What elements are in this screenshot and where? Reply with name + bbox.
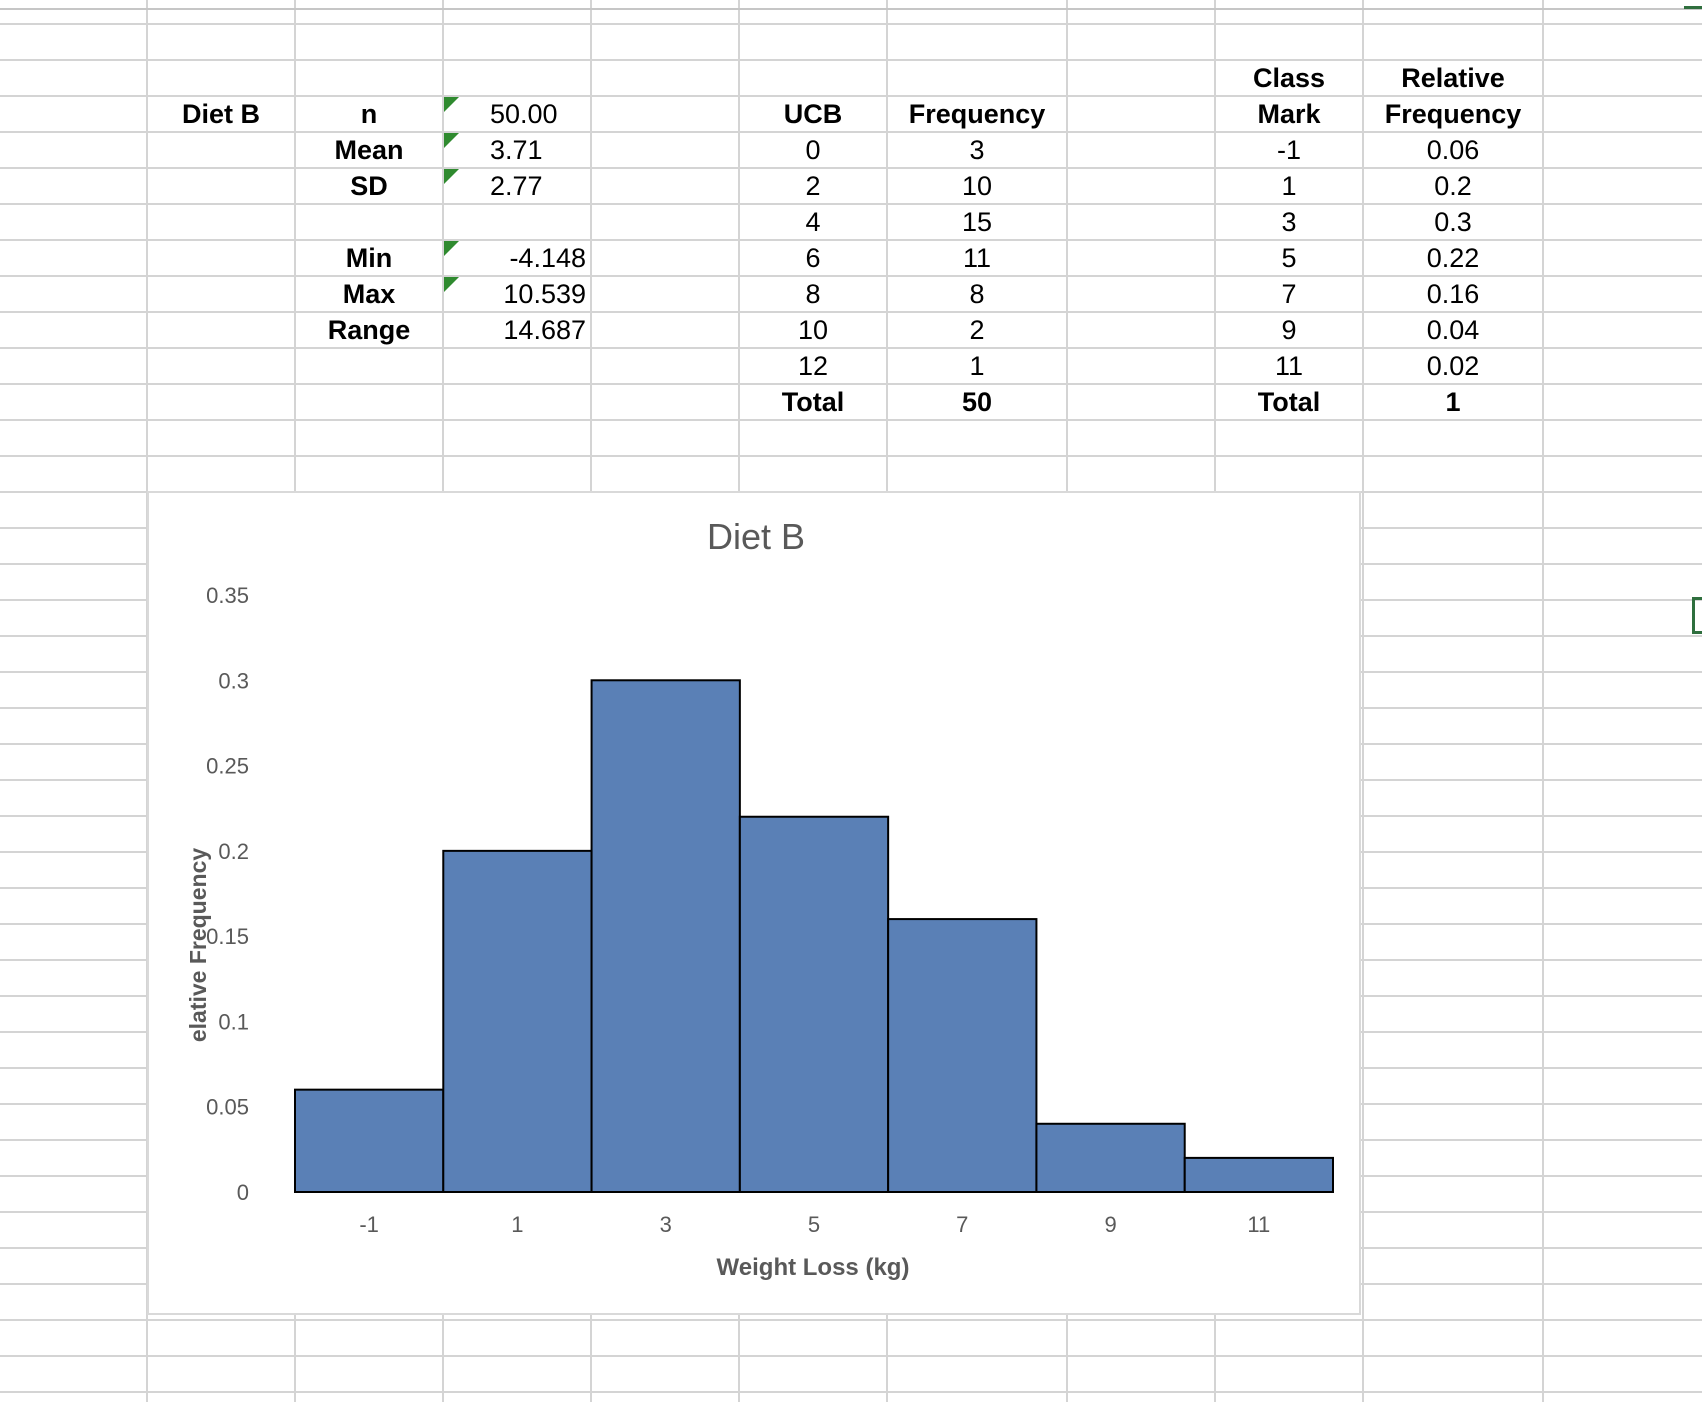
stat-label-range[interactable]: Range: [327, 315, 411, 345]
ucb-cell[interactable]: 0: [805, 135, 821, 165]
class-mark-cell[interactable]: 7: [1281, 279, 1297, 309]
ucb-cell[interactable]: 4: [805, 207, 821, 237]
selected-cell-indicator[interactable]: [1692, 597, 1702, 634]
histogram-bar[interactable]: [294, 1088, 445, 1194]
relative-frequency-header-line1[interactable]: Relative: [1401, 63, 1505, 93]
stat-label-min[interactable]: Min: [345, 243, 393, 273]
frequency-cell[interactable]: 8: [969, 279, 985, 309]
frequency-cell[interactable]: 15: [961, 207, 993, 237]
x-tick-label: 11: [1247, 1212, 1270, 1237]
y-tick-label: 0.05: [206, 1095, 249, 1120]
frequency-cell[interactable]: 10: [961, 171, 993, 201]
histogram-bar[interactable]: [590, 679, 741, 1194]
bars-layer: [294, 679, 1334, 1194]
class-mark-cell[interactable]: 11: [1274, 351, 1304, 381]
class-mark-cell[interactable]: 3: [1281, 207, 1297, 237]
y-tick-label: 0.35: [206, 583, 249, 608]
stat-value-mean[interactable]: 3.71: [490, 135, 543, 165]
class-mark-cell[interactable]: -1: [1276, 135, 1301, 165]
y-tick-label: 0.25: [206, 754, 249, 779]
histogram-bar[interactable]: [887, 918, 1038, 1193]
histogram-bar[interactable]: [1035, 1122, 1186, 1193]
y-tick-label: 0.1: [218, 1009, 249, 1034]
frequency-cell[interactable]: 11: [962, 243, 992, 273]
stat-value-min[interactable]: -4.148: [509, 243, 586, 273]
freq-total-label[interactable]: Total: [781, 387, 845, 417]
x-tick-label: 7: [956, 1212, 968, 1237]
relative-frequency-cell[interactable]: 0.22: [1426, 243, 1480, 273]
x-tick-label: 3: [660, 1212, 672, 1237]
class-mark-header-line2[interactable]: Mark: [1257, 99, 1321, 129]
stat-value-max[interactable]: 10.539: [503, 279, 586, 309]
relative-frequency-cell[interactable]: 0.3: [1434, 207, 1472, 237]
rel-total-value[interactable]: 1: [1445, 387, 1461, 417]
relative-frequency-cell[interactable]: 0.2: [1434, 171, 1472, 201]
diet-label-cell[interactable]: Diet B: [181, 99, 260, 129]
x-tick-label: -1: [359, 1212, 379, 1237]
y-axis-title[interactable]: elative Frequency: [185, 848, 211, 1043]
ucb-cell[interactable]: 12: [797, 351, 829, 381]
stat-label-sd[interactable]: SD: [350, 171, 388, 201]
x-axis-title[interactable]: Weight Loss (kg): [717, 1254, 910, 1281]
sheet-top-border: [0, 8, 1702, 10]
histogram-bar[interactable]: [738, 815, 890, 1193]
class-mark-header-line1[interactable]: Class: [1252, 63, 1326, 93]
class-mark-cell[interactable]: 5: [1281, 243, 1297, 273]
error-flag-icon[interactable]: [444, 277, 459, 292]
histogram-chart[interactable]: Diet B elative Frequency Weight Loss (kg…: [147, 491, 1361, 1315]
error-flag-icon[interactable]: [444, 97, 459, 112]
x-tick-label: 1: [511, 1212, 523, 1237]
error-flag-icon[interactable]: [444, 169, 459, 184]
class-mark-cell[interactable]: 1: [1281, 171, 1297, 201]
relative-frequency-header-line2[interactable]: Frequency: [1384, 99, 1522, 129]
class-mark-cell[interactable]: 9: [1281, 315, 1297, 345]
relative-frequency-cell[interactable]: 0.06: [1426, 135, 1480, 165]
y-tick-label: 0.3: [218, 668, 249, 693]
ucb-cell[interactable]: 10: [797, 315, 829, 345]
relative-frequency-cell[interactable]: 0.04: [1426, 315, 1480, 345]
x-tick-label: 5: [808, 1212, 820, 1237]
y-tick-label: 0.15: [206, 924, 249, 949]
freq-total-value[interactable]: 50: [961, 387, 993, 417]
y-tick-label: 0: [237, 1180, 249, 1205]
relative-frequency-cell[interactable]: 0.02: [1426, 351, 1480, 381]
sheet-accent-mark: [1684, 6, 1702, 9]
x-tick-labels: -1 1 3 5 7 9 11: [359, 1212, 1270, 1237]
stat-value-range[interactable]: 14.687: [503, 315, 586, 345]
stat-label-max[interactable]: Max: [342, 279, 396, 309]
ucb-cell[interactable]: 2: [805, 171, 821, 201]
histogram-bar[interactable]: [442, 849, 593, 1193]
frequency-header[interactable]: Frequency: [908, 99, 1046, 129]
chart-canvas: Diet B elative Frequency Weight Loss (kg…: [185, 516, 1334, 1281]
frequency-cell[interactable]: 3: [969, 135, 985, 165]
error-flag-icon[interactable]: [444, 133, 459, 148]
ucb-cell[interactable]: 8: [805, 279, 821, 309]
stat-label-n[interactable]: n: [360, 99, 378, 129]
stat-value-n[interactable]: 50.00: [490, 99, 558, 129]
rel-total-label[interactable]: Total: [1257, 387, 1321, 417]
stat-label-mean[interactable]: Mean: [334, 135, 404, 165]
ucb-header[interactable]: UCB: [783, 99, 843, 129]
x-tick-label: 9: [1104, 1212, 1116, 1237]
relative-frequency-cell[interactable]: 0.16: [1426, 279, 1480, 309]
chart-title[interactable]: Diet B: [707, 516, 805, 557]
frequency-cell[interactable]: 2: [969, 315, 985, 345]
ucb-cell[interactable]: 6: [805, 243, 821, 273]
frequency-cell[interactable]: 1: [969, 351, 985, 381]
error-flag-icon[interactable]: [444, 241, 459, 256]
stat-value-sd[interactable]: 2.77: [490, 171, 543, 201]
y-tick-label: 0.2: [218, 839, 249, 864]
histogram-bar[interactable]: [1183, 1156, 1334, 1194]
y-tick-labels: 0 0.05 0.1 0.15 0.2 0.25 0.3 0.35: [206, 583, 249, 1205]
